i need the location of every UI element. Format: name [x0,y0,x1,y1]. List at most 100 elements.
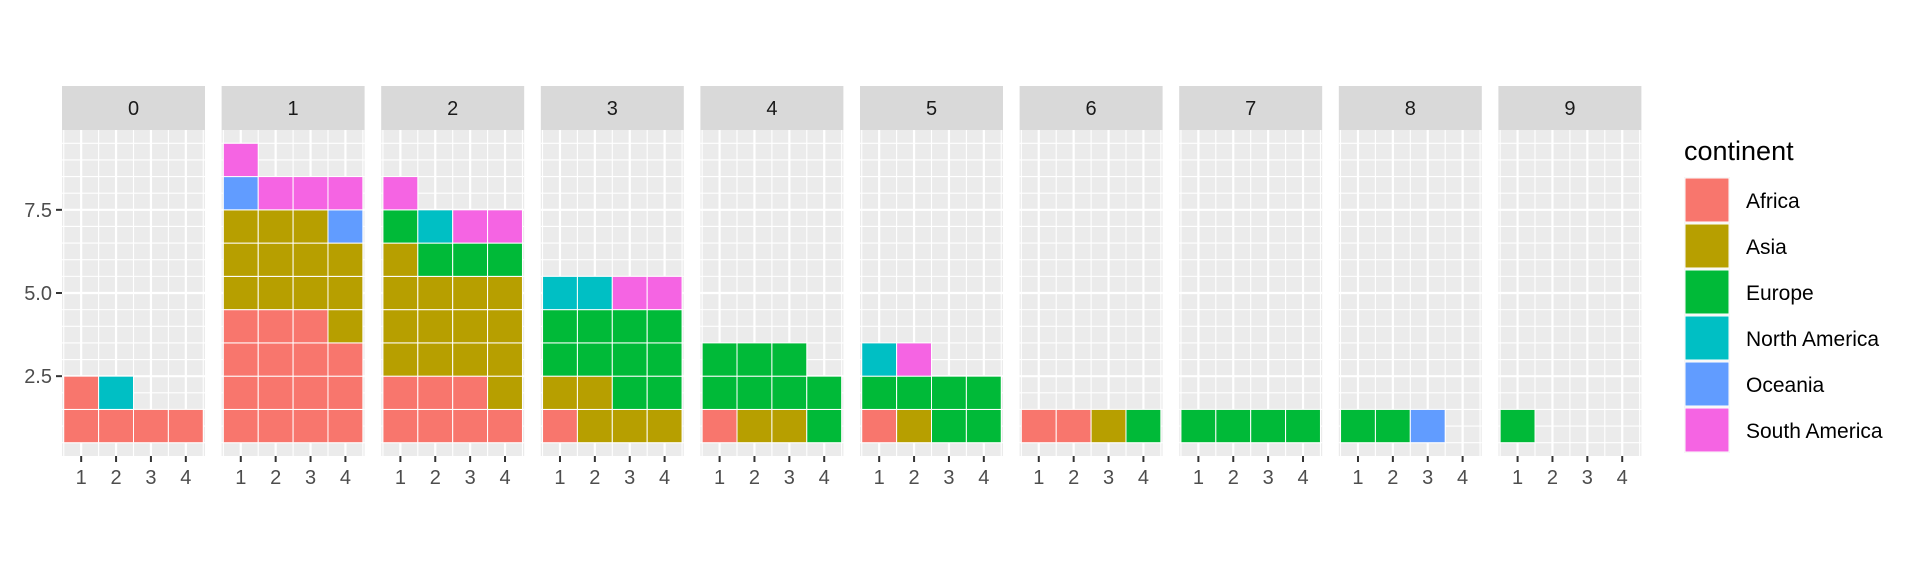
tile-asia [327,309,364,344]
tile-europe [931,375,967,410]
tile-oceania [222,176,259,211]
tile-asia [292,275,329,311]
legend: continent Africa Asia Europe North America O… [1684,136,1883,453]
tile-asia [611,408,648,444]
x-tick-label: 2 [1068,467,1079,489]
x-tick-label: 1 [395,467,406,489]
tile-north-america [576,275,613,311]
tile-europe [771,342,808,377]
tile-asia [487,275,523,311]
tile-africa [292,375,329,410]
tile-north-america [417,209,454,244]
facet-strip-label: 4 [766,98,777,120]
tile-africa [63,375,100,410]
tile-europe [646,342,683,377]
tile-africa [417,375,454,410]
facet-strip [381,86,525,130]
x-tick-label: 3 [305,467,316,489]
x-tick-label: 3 [1263,467,1274,489]
tile-africa [222,309,259,344]
tile-asia [576,408,613,444]
tile-asia [382,309,419,344]
x-tick-label: 4 [1297,467,1308,489]
tile-south-america [222,142,259,178]
x-tick-label: 3 [1582,467,1593,489]
tile-asia [542,375,578,410]
tile-europe [701,375,738,410]
tile-europe [611,342,648,377]
tile-south-america [896,342,932,377]
facet-strip [221,86,365,130]
tile-europe [1285,408,1321,444]
x-tick-label: 3 [1422,467,1433,489]
x-tick-label: 4 [1138,467,1149,489]
facet-strip-label: 9 [1564,98,1575,120]
tile-europe [736,342,773,377]
tile-africa [327,375,364,410]
legend-label: Europe [1746,282,1814,305]
tile-africa [257,408,294,444]
tile-south-america [611,275,648,311]
tile-asia [382,275,419,311]
tile-asia [292,242,329,277]
facet-strip [540,86,684,130]
x-tick-label: 1 [235,467,246,489]
tile-asia [736,408,773,444]
x-tick-label: 1 [874,467,885,489]
facet-strip [1019,86,1163,130]
legend-title: continent [1684,136,1794,166]
tile-asia [452,309,489,344]
tile-europe [965,408,1002,444]
tile-north-america [861,342,898,377]
tile-europe [1215,408,1252,444]
tile-north-america [98,375,134,410]
tile-europe [611,309,648,344]
legend-label: South America [1746,420,1883,443]
tile-europe [382,209,419,244]
tile-africa [222,408,259,444]
tile-africa [257,375,294,410]
x-tick-label: 2 [110,467,121,489]
facet-panel-5: 5 1 2 3 4 [860,86,1003,489]
tile-asia [257,275,294,311]
x-tick-label: 1 [554,467,565,489]
facet-strip [860,86,1003,130]
facet-strip-label: 2 [447,98,458,120]
legend-item-south-america: South America [1684,407,1883,453]
legend-item-oceania: Oceania [1684,361,1825,407]
tile-europe [806,375,843,410]
tile-africa [292,408,329,444]
tile-africa [257,342,294,377]
x-tick-label: 2 [1387,467,1398,489]
y-axis: 2.5 5.0 7.5 [24,200,62,388]
tile-europe [965,375,1002,410]
legend-label: Asia [1746,236,1787,259]
tile-south-america [327,176,364,211]
tile-asia [382,242,419,277]
facet-strip [1179,86,1323,130]
facet-panel-8: 8 1 2 3 4 [1338,86,1482,489]
facet-panel-2: 2 1 2 3 4 [381,86,525,489]
facet-strip-label: 5 [926,98,937,120]
tile-europe [542,309,578,344]
tile-south-america [382,176,419,211]
y-tick-label: 7.5 [24,200,52,222]
legend-swatch [1684,223,1730,269]
x-tick-label: 2 [1547,467,1558,489]
facet-strip [62,86,205,130]
x-tick-label: 2 [430,467,441,489]
facet-strip-label: 6 [1086,98,1097,120]
legend-keys: Africa Asia Europe North America Oceania Sout… [1684,177,1883,453]
tile-south-america [257,176,294,211]
tile-africa [98,408,134,444]
tile-europe [487,242,523,277]
x-tick-label: 2 [908,467,919,489]
facet-panel-3: 3 1 2 3 4 [540,86,684,489]
legend-swatch [1684,177,1730,223]
tile-africa [1020,408,1057,444]
tile-africa [452,408,489,444]
tile-africa [701,408,738,444]
tile-africa [417,408,454,444]
x-tick-label: 1 [714,467,725,489]
tile-africa [1055,408,1092,444]
